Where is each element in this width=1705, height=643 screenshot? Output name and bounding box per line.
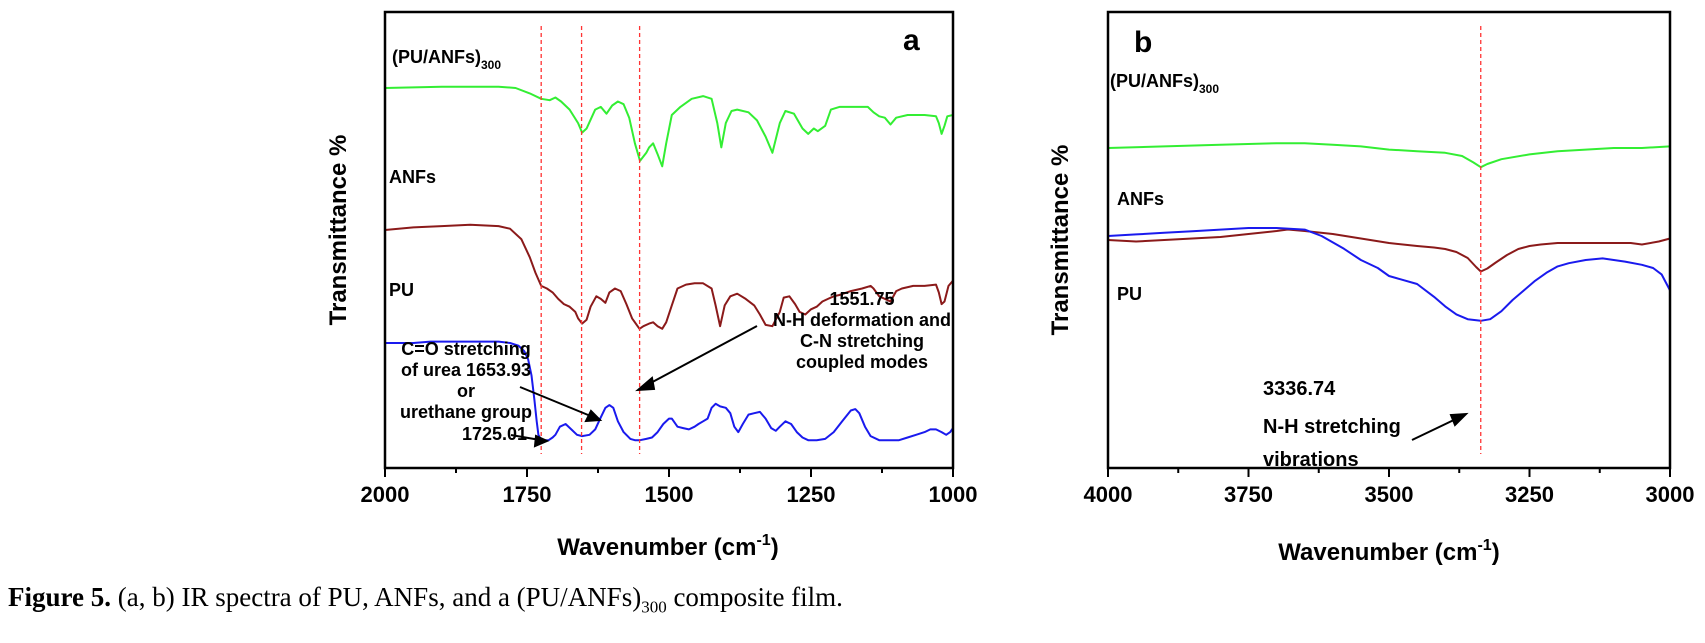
annotation-line: coupled modes <box>796 352 928 372</box>
series-line-composite <box>384 85 954 168</box>
annotation-line: 1551.75 <box>829 289 894 309</box>
annotation-nh-stretching: 3336.74 N-H stretching vibrations <box>1263 378 1401 471</box>
annotation-nh-deformation: 1551.75 N-H deformation and C-N stretchi… <box>773 289 951 372</box>
series-label-pu: PU <box>389 280 414 300</box>
arrow-head <box>1449 412 1469 427</box>
figure-caption: Figure 5. (a, b) IR spectra of PU, ANFs,… <box>8 582 843 617</box>
annotation-line: N-H stretching <box>1263 416 1401 438</box>
panel-b-x-axis-label: Wavenumber (cm-1) <box>1278 537 1499 566</box>
panel-a-x-ticks: 2000 1750 1500 1250 1000 <box>361 468 978 507</box>
annotation-line: 3336.74 <box>1263 378 1336 400</box>
annotation-line: vibrations <box>1263 449 1359 471</box>
caption-subscript: 300 <box>641 597 667 617</box>
arrow-nh-deformation <box>644 325 758 387</box>
annotation-1725: 1725.01 <box>462 424 527 444</box>
annotation-line: or <box>457 381 475 401</box>
panel-b-y-axis-label: Transmittance % <box>1047 145 1074 336</box>
series-label-composite: (PU/ANFs)300 <box>392 47 501 72</box>
caption-text-end: composite film. <box>666 582 843 612</box>
panel-b-arrows <box>1411 412 1469 441</box>
arrow-co-stretching <box>519 386 594 418</box>
caption-label: Figure 5. <box>8 582 111 612</box>
annotation-line: C-N stretching <box>800 331 924 351</box>
series-line-anfs <box>1107 228 1671 273</box>
panel-a-arrows <box>510 325 758 448</box>
x-tick-label: 1500 <box>645 482 694 507</box>
x-tick-label: 1750 <box>503 482 552 507</box>
x-tick-label: 3250 <box>1505 482 1554 507</box>
panel-a-x-axis-label: Wavenumber (cm-1) <box>557 532 778 561</box>
panel-a-y-axis-label: Transmittance % <box>325 135 352 326</box>
annotation-co-stretching: C=O stretching of urea 1653.93 or uretha… <box>400 339 532 422</box>
panel-a-label: a <box>903 24 920 57</box>
series-line-pu <box>1107 227 1671 322</box>
x-tick-label: 1000 <box>929 482 978 507</box>
annotation-line: C=O stretching <box>401 339 531 359</box>
panel-b-label: b <box>1134 26 1152 59</box>
panel-b-curves <box>1107 142 1671 322</box>
panel-a: 2000 1750 1500 1250 1000 a Wavenumber (cm-1)… <box>325 10 978 561</box>
series-label-anfs: ANFs <box>389 167 436 187</box>
panel-b: 4000 3750 3500 3250 3000 b Wavenumber (cm-1)… <box>1047 10 1695 566</box>
x-tick-label: 3500 <box>1365 482 1414 507</box>
caption-text: (a, b) IR spectra of PU, ANFs, and a (PU… <box>111 582 642 612</box>
annotation-line: urethane group <box>400 402 532 422</box>
x-tick-label: 3000 <box>1646 482 1695 507</box>
annotation-line: of urea 1653.93 <box>401 360 531 380</box>
series-line-anfs <box>384 223 954 330</box>
x-tick-label: 4000 <box>1084 482 1133 507</box>
arrow-head <box>533 434 550 448</box>
panel-a-reference-lines <box>540 26 641 454</box>
annotation-line: N-H deformation and <box>773 310 951 330</box>
arrow-head <box>635 376 656 392</box>
series-label-pu: PU <box>1117 284 1142 304</box>
x-tick-label: 2000 <box>361 482 410 507</box>
x-tick-label: 3750 <box>1224 482 1273 507</box>
panel-b-x-ticks: 4000 3750 3500 3250 3000 <box>1084 468 1695 507</box>
series-label-composite: (PU/ANFs)300 <box>1110 71 1219 96</box>
series-line-composite <box>1107 142 1671 169</box>
series-label-anfs: ANFs <box>1117 189 1164 209</box>
arrow-head <box>584 409 603 423</box>
x-tick-label: 1250 <box>787 482 836 507</box>
arrow-nh-stretching <box>1411 417 1459 441</box>
